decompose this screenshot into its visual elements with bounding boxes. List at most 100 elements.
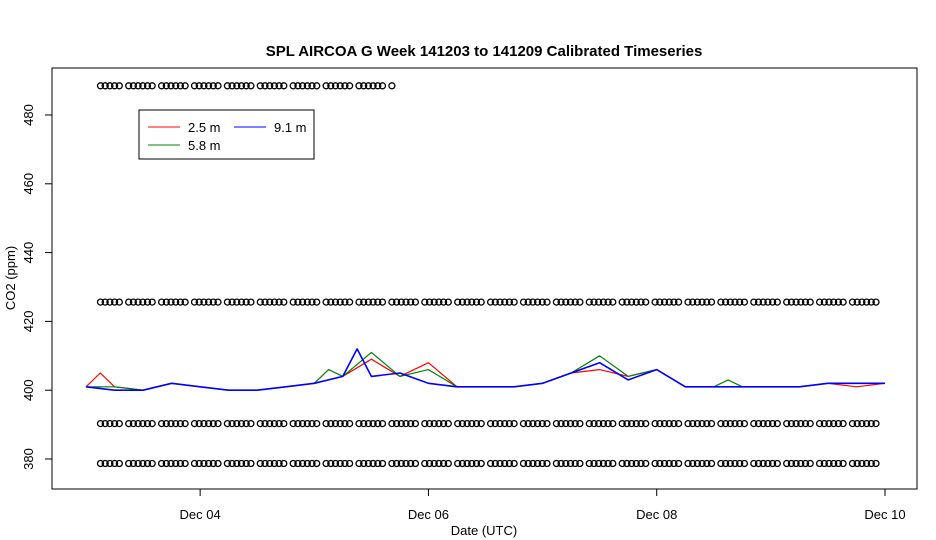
reference-marker <box>204 459 213 468</box>
reference-marker <box>717 459 725 468</box>
reference-marker <box>557 298 565 306</box>
reference-marker <box>510 298 518 306</box>
reference-marker <box>374 459 382 468</box>
reference-marker <box>110 82 119 90</box>
reference-marker <box>233 419 241 428</box>
reference-marker <box>313 419 321 428</box>
reference-marker <box>815 419 824 428</box>
reference-marker <box>289 298 297 306</box>
reference-marker <box>552 459 561 468</box>
reference-marker <box>768 419 777 428</box>
reference-marker <box>656 419 664 428</box>
y-tick-label: 420 <box>21 311 36 333</box>
reference-marker <box>768 459 777 468</box>
reference-marker <box>454 298 462 306</box>
reference-marker <box>543 298 551 306</box>
reference-marker <box>642 298 650 306</box>
reference-marker <box>693 459 702 468</box>
reference-marker <box>533 298 542 306</box>
reference-marker <box>736 459 744 468</box>
reference-marker <box>172 298 180 306</box>
reference-marker <box>642 459 650 468</box>
reference-marker <box>214 298 222 306</box>
reference-marker <box>270 419 279 428</box>
reference-marker <box>853 419 861 428</box>
reference-marker <box>143 459 152 468</box>
reference-marker <box>454 459 462 468</box>
reference-marker <box>280 82 288 90</box>
reference-marker <box>247 419 255 428</box>
reference-marker <box>294 459 302 468</box>
reference-marker <box>425 298 434 306</box>
reference-marker <box>106 82 114 90</box>
reference-marker <box>839 459 847 468</box>
reference-marker <box>491 419 499 428</box>
reference-marker <box>834 419 843 428</box>
reference-marker <box>261 419 269 428</box>
reference-marker <box>195 298 203 306</box>
reference-marker <box>797 459 805 468</box>
x-tick-label: Dec 10 <box>864 507 905 522</box>
reference-marker <box>360 82 368 90</box>
reference-marker <box>595 459 603 468</box>
reference-marker <box>411 459 420 468</box>
reference-marker <box>764 419 772 428</box>
reference-marker <box>157 459 166 468</box>
reference-marker <box>721 459 730 468</box>
reference-marker <box>402 298 410 306</box>
reference-marker <box>825 459 833 468</box>
reference-marker <box>834 298 843 306</box>
reference-marker <box>148 82 156 90</box>
reference-marker <box>242 419 250 428</box>
reference-marker <box>289 459 297 468</box>
reference-marker <box>106 419 114 428</box>
reference-marker <box>364 459 373 468</box>
reference-marker <box>397 298 405 306</box>
reference-marker <box>172 419 180 428</box>
reference-marker <box>684 419 692 428</box>
reference-marker <box>209 82 217 90</box>
reference-marker <box>247 298 255 306</box>
reference-marker <box>345 82 354 90</box>
reference-marker <box>378 419 387 428</box>
reference-marker <box>303 459 311 468</box>
reference-marker <box>585 419 593 428</box>
reference-marker <box>468 298 476 306</box>
legend-label-5-8m: 5.8 m <box>188 138 221 153</box>
reference-marker <box>848 298 857 306</box>
reference-marker <box>190 298 199 306</box>
reference-marker <box>670 298 678 306</box>
reference-marker <box>862 419 871 428</box>
reference-marker <box>519 459 528 468</box>
reference-marker <box>125 419 133 428</box>
reference-marker <box>223 298 232 306</box>
reference-marker <box>463 419 471 428</box>
reference-marker <box>96 459 105 468</box>
reference-marker <box>355 298 363 306</box>
reference-marker <box>609 419 617 428</box>
reference-marker <box>665 419 673 428</box>
reference-marker <box>336 419 344 428</box>
reference-marker <box>374 419 382 428</box>
reference-marker <box>590 419 598 428</box>
reference-marker <box>806 459 814 468</box>
chart-title: SPL AIRCOA G Week 141203 to 141209 Calib… <box>266 43 703 60</box>
reference-marker <box>237 419 246 428</box>
reference-marker <box>750 459 758 468</box>
reference-marker <box>129 419 138 428</box>
reference-marker <box>369 419 377 428</box>
reference-marker <box>726 419 734 428</box>
reference-marker <box>486 459 495 468</box>
reference-marker <box>364 419 373 428</box>
reference-marker <box>425 459 434 468</box>
reference-marker <box>792 459 800 468</box>
reference-marker <box>599 298 608 306</box>
reference-marker <box>143 298 152 306</box>
reference-marker <box>157 82 166 90</box>
reference-marker <box>322 82 330 90</box>
legend-label-9-1m: 9.1 m <box>274 120 307 135</box>
reference-marker <box>858 419 866 428</box>
reference-marker <box>134 298 142 306</box>
reference-marker <box>266 298 274 306</box>
reference-marker <box>110 298 119 306</box>
